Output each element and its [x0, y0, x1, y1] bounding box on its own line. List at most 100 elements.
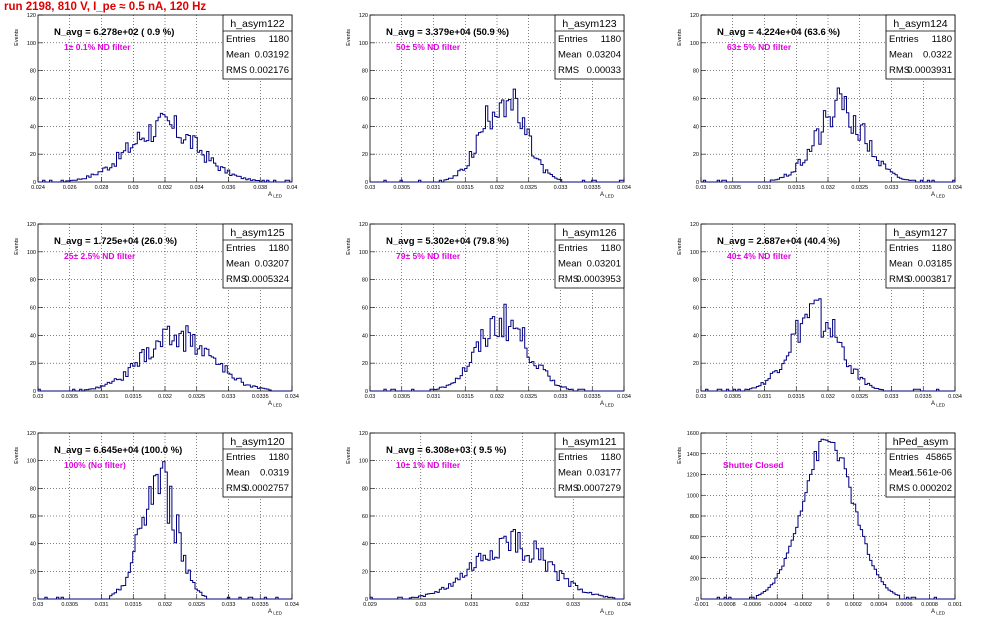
x-tick-label: 0.03 [33, 394, 44, 400]
stats-value: 0.03204 [587, 50, 621, 61]
x-tick-label: 0.024 [31, 185, 45, 191]
stats-label: RMS [889, 65, 910, 76]
histogram-bars [701, 438, 955, 600]
histogram-name: h_asym120 [230, 436, 284, 448]
y-tick-label: 40 [30, 124, 36, 130]
y-tick-label: 1200 [687, 473, 699, 479]
x-axis-label-sub: LED [604, 194, 615, 199]
stats-label: Mean [889, 259, 913, 270]
y-axis-label: Events [677, 29, 683, 46]
stats-value: 1180 [269, 34, 289, 45]
y-tick-label: 100 [27, 250, 36, 256]
histogram-panel: 0.03 0.0305 0.031 0.0315 0.032 0.0325 0.033 0.0… [346, 13, 631, 199]
histogram-name: h_asym126 [562, 227, 616, 239]
x-tick-label: 0.029 [363, 602, 377, 608]
stats-value: 1180 [601, 243, 621, 254]
x-tick-label: 0.0305 [393, 394, 410, 400]
plot-frame [37, 14, 293, 183]
y-tick-label: 120 [27, 431, 36, 437]
x-tick-label: 0 [826, 602, 829, 608]
y-tick-label: 20 [362, 361, 368, 367]
histogram-panel: 0.024 0.026 0.028 0.03 0.032 0.034 0.036 0.038 0… [14, 13, 297, 199]
x-tick-label: 0.034 [617, 602, 631, 608]
x-tick-label: 0.03 [365, 394, 376, 400]
histogram-bars [38, 112, 292, 183]
x-tick-label: 0.032 [821, 185, 835, 191]
y-tick-label: 40 [693, 124, 699, 130]
stats-label: Mean [558, 468, 582, 479]
x-tick-label: 0.033 [222, 394, 236, 400]
plot-frame [700, 432, 956, 600]
filter-annotation: Shutter Closed [723, 460, 783, 470]
y-tick-label: 0 [33, 180, 36, 186]
y-tick-label: 80 [362, 486, 368, 492]
stats-value: 0.0003931 [907, 65, 952, 76]
x-tick-label: 0.0305 [724, 185, 741, 191]
y-tick-label: 20 [30, 152, 36, 158]
stats-value: 0.000202 [912, 483, 952, 494]
x-axis-label: A LED [600, 401, 615, 408]
navg-label: N_avg = 4.224e+04 (63.6 %) [717, 27, 840, 38]
stats-label: Mean [558, 259, 582, 270]
x-tick-label: 0.0305 [393, 185, 410, 191]
stats-value: 0.0003817 [907, 274, 952, 285]
x-tick-label: 0.036 [222, 185, 236, 191]
x-tick-label: 0.0315 [125, 394, 142, 400]
y-tick-label: 100 [690, 250, 699, 256]
histogram-panel: 0.03 0.0305 0.031 0.0315 0.032 0.0325 0.033 0.0… [677, 13, 962, 199]
x-axis-label-sub: LED [272, 403, 283, 408]
x-tick-label: 0.0315 [457, 185, 474, 191]
x-tick-label: 0.031 [95, 394, 109, 400]
plot-frame [369, 223, 625, 392]
plot-frame [700, 223, 956, 392]
x-tick-label: 0.04 [287, 185, 298, 191]
stats-label: Mean [558, 50, 582, 61]
y-axis-label: Events [346, 447, 352, 464]
x-tick-label: 0.03 [365, 185, 376, 191]
y-tick-label: 0 [33, 597, 36, 603]
stats-label: Entries [226, 34, 256, 45]
histogram-bars [38, 461, 292, 600]
x-tick-label: 0.0325 [851, 185, 868, 191]
y-tick-label: 0 [33, 389, 36, 395]
x-tick-label: 0.032 [158, 185, 172, 191]
x-tick-label: 0.034 [617, 394, 631, 400]
x-tick-label: 0.0305 [724, 394, 741, 400]
histogram-panel: 0.03 0.0305 0.031 0.0315 0.032 0.0325 0.033 0.0… [677, 222, 962, 408]
x-tick-label: 0.0335 [584, 185, 601, 191]
x-tick-label: 0.034 [190, 185, 204, 191]
histogram-bars [370, 303, 624, 392]
filter-annotation: 1± 0.1% ND filter [64, 42, 131, 52]
x-tick-label: 0.031 [758, 185, 772, 191]
stats-box [885, 223, 956, 289]
y-axis-label: Events [346, 29, 352, 46]
stats-label: Entries [889, 243, 919, 254]
x-axis-label: A LED [268, 401, 283, 408]
y-tick-label: 60 [693, 97, 699, 103]
y-tick-label: 120 [359, 431, 368, 437]
stats-label: Entries [558, 243, 588, 254]
histogram-name: h_asym125 [230, 227, 284, 239]
stats-label: Mean [226, 468, 250, 479]
stats-value: 0.002176 [249, 65, 289, 76]
x-tick-label: 0.033 [554, 185, 568, 191]
y-tick-label: 600 [690, 535, 699, 541]
histogram-bars [37, 325, 292, 392]
x-axis-label-sub: LED [604, 611, 615, 616]
plot-frame [37, 432, 293, 600]
y-tick-label: 80 [30, 486, 36, 492]
x-tick-label: 0.033 [885, 394, 899, 400]
stats-label: RMS [226, 274, 247, 285]
x-tick-label: 0.038 [253, 185, 267, 191]
plot-frame [369, 432, 625, 600]
stats-label: Mean [226, 259, 250, 270]
stats-value: 45865 [926, 452, 952, 463]
filter-annotation: 100% (No filter) [64, 460, 126, 470]
y-tick-label: 80 [30, 69, 36, 75]
y-tick-label: 120 [27, 13, 36, 19]
y-tick-label: 40 [362, 124, 368, 130]
x-tick-label: 0.031 [427, 394, 441, 400]
stats-label: RMS [558, 65, 579, 76]
y-tick-label: 20 [362, 569, 368, 575]
